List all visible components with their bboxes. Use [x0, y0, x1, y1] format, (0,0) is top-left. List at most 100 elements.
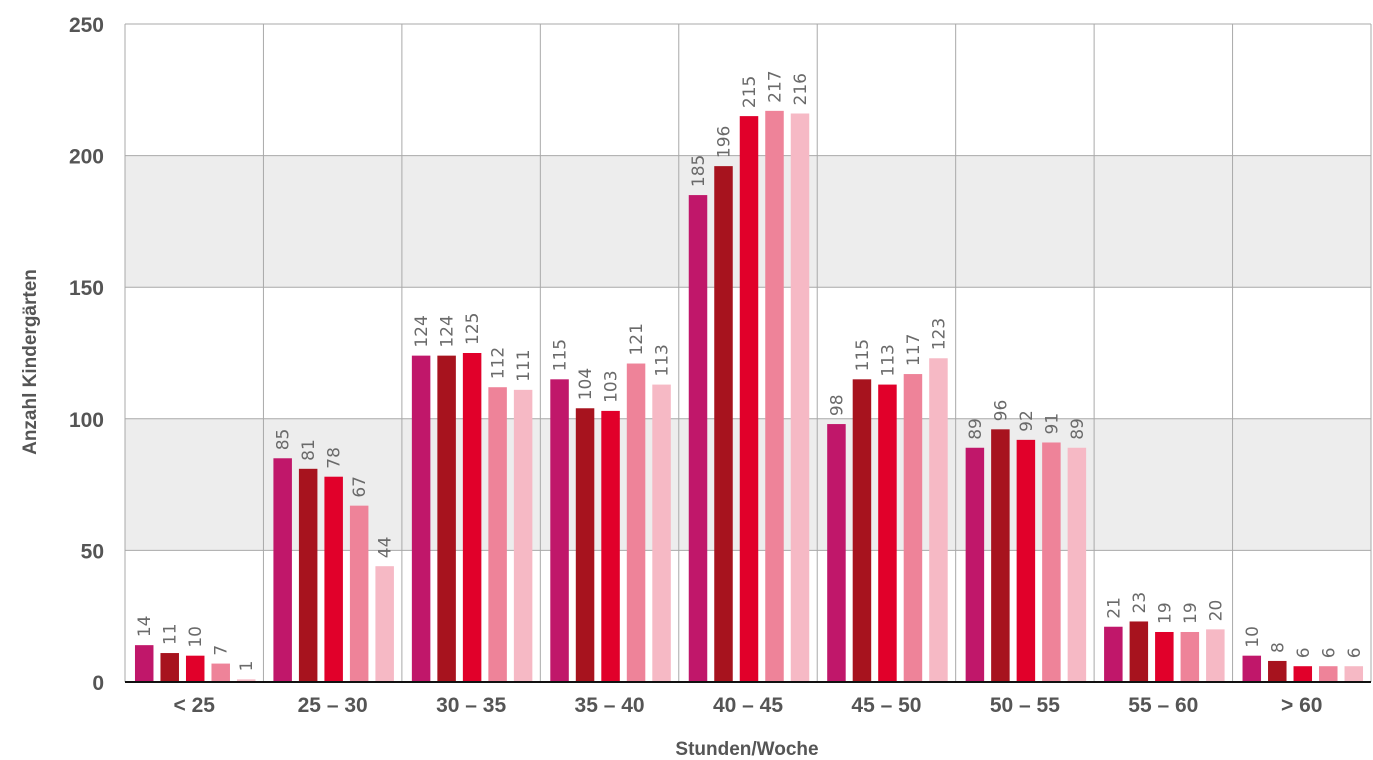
bar [575, 408, 595, 682]
data-label: 121 [627, 323, 647, 355]
y-tick-label: 0 [92, 672, 104, 695]
data-label: 215 [740, 76, 760, 108]
data-label: 117 [904, 334, 924, 366]
bar [211, 663, 230, 682]
bar [349, 505, 369, 682]
data-label: 10 [1243, 626, 1263, 648]
data-label: 91 [1042, 413, 1062, 435]
bar [1319, 666, 1338, 682]
bar [160, 653, 179, 682]
bar [1042, 442, 1061, 682]
data-label: 6 [1294, 647, 1314, 658]
bar [714, 166, 733, 683]
data-label: 125 [463, 313, 483, 345]
bar [929, 358, 948, 682]
x-tick-label: 55 – 60 [1128, 694, 1198, 717]
data-label: 89 [1068, 418, 1088, 440]
data-label: 6 [1319, 647, 1339, 658]
data-label: 10 [186, 626, 206, 648]
x-tick-label: 45 – 50 [851, 694, 921, 717]
data-label: 14 [135, 616, 155, 638]
x-axis-title: Stunden/Woche [675, 739, 818, 760]
x-tick-label: 35 – 40 [575, 694, 645, 717]
bar [827, 424, 846, 682]
data-label: 6 [1345, 647, 1365, 658]
bar [1067, 447, 1087, 682]
data-label: 20 [1206, 600, 1226, 622]
x-tick-label: 25 – 30 [298, 694, 368, 717]
bar [550, 379, 569, 682]
data-label: 19 [1155, 602, 1175, 624]
data-label: 113 [878, 344, 898, 376]
y-axis-title: Anzahl Kindergärten [20, 269, 41, 455]
bar [790, 113, 810, 683]
bar [878, 384, 897, 682]
bar [991, 429, 1010, 682]
data-label: 216 [791, 73, 811, 105]
bar [1206, 629, 1225, 682]
bar [437, 355, 456, 682]
data-label: 23 [1130, 592, 1150, 614]
bar [513, 389, 533, 682]
bar [739, 116, 759, 683]
x-tick-label: 30 – 35 [436, 694, 506, 717]
bar [462, 353, 482, 682]
x-tick-label: < 25 [173, 694, 215, 717]
bar [601, 410, 620, 682]
data-label: 85 [274, 429, 294, 451]
data-label: 1 [237, 661, 257, 672]
y-tick-label: 100 [69, 409, 104, 432]
data-label: 196 [715, 126, 735, 158]
bar [134, 645, 154, 682]
data-label: 123 [929, 318, 949, 350]
data-label: 113 [653, 344, 673, 376]
bar [488, 387, 507, 682]
bar [765, 110, 784, 682]
bars [134, 110, 1364, 683]
bar [1129, 621, 1149, 682]
data-label: 81 [299, 439, 319, 461]
y-tick-labels: 0 50 100 150 200 250 [69, 14, 104, 695]
data-label: 111 [514, 349, 534, 381]
bar [1104, 626, 1123, 682]
bar [626, 363, 646, 682]
data-label: 98 [827, 394, 847, 416]
bar [852, 379, 872, 682]
data-label: 96 [991, 400, 1011, 422]
data-label: 92 [1017, 410, 1037, 432]
y-tick-label: 200 [69, 146, 104, 169]
data-label: 67 [350, 476, 370, 498]
bar [1242, 655, 1262, 682]
data-label: 103 [602, 370, 622, 402]
y-tick-label: 150 [69, 277, 104, 300]
bar [1293, 666, 1313, 682]
bar [965, 447, 985, 682]
bar [324, 476, 343, 682]
data-label: 112 [489, 347, 509, 379]
bar [652, 384, 671, 682]
data-label: 44 [376, 537, 396, 559]
x-tick-labels: < 25 25 – 30 30 – 35 35 – 40 40 – 45 45 – 50 5… [173, 694, 1322, 717]
bar [298, 468, 318, 682]
x-tick-label: 40 – 45 [713, 694, 783, 717]
bar [1268, 660, 1287, 682]
data-label: 78 [325, 447, 345, 469]
data-label: 185 [689, 155, 709, 187]
data-label: 104 [576, 368, 596, 400]
data-label: 21 [1104, 597, 1124, 619]
bar [688, 195, 708, 682]
data-label: 19 [1181, 602, 1201, 624]
data-label: 115 [551, 339, 571, 371]
bar [236, 679, 256, 682]
bar [1180, 631, 1200, 682]
bar [1155, 631, 1174, 682]
data-label: 115 [853, 339, 873, 371]
bar [1016, 439, 1036, 682]
bar [273, 458, 292, 682]
y-tick-label: 250 [69, 14, 104, 37]
y-tick-label: 50 [81, 540, 104, 563]
bar [375, 566, 394, 682]
data-label: 217 [766, 70, 786, 102]
